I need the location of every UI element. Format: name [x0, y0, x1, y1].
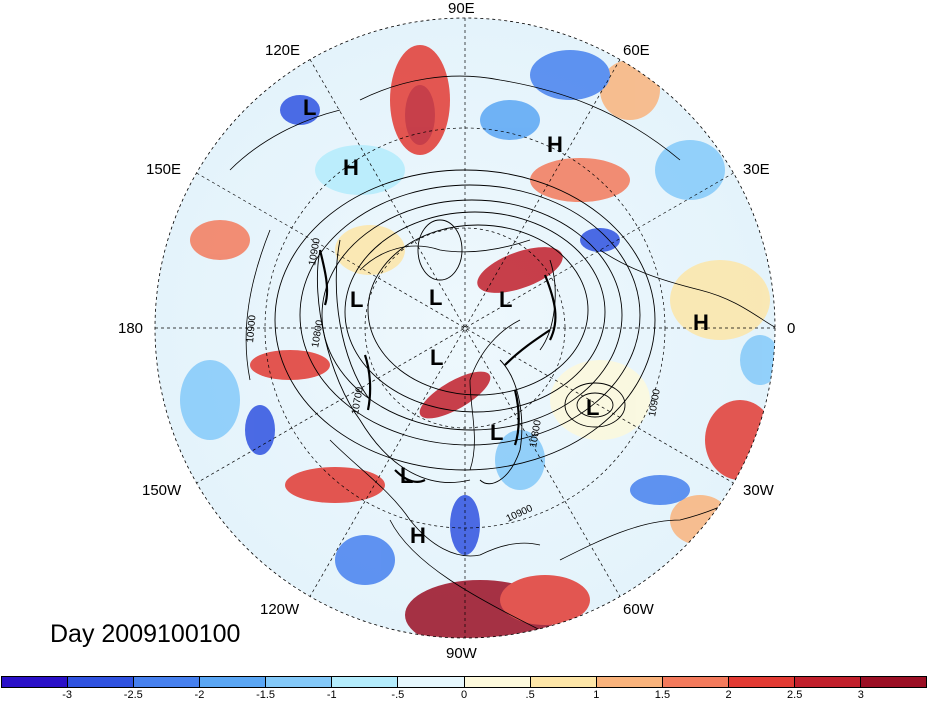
colorbar-tick-label: 3	[857, 689, 864, 701]
colorbar-tick-label: -2	[194, 689, 205, 701]
high-center: H	[547, 132, 563, 157]
longitude-label-90w: 90W	[446, 645, 477, 662]
colorbar-tick-label: 0	[460, 689, 468, 701]
anomaly-field	[155, 18, 775, 638]
colorbar-tick-label: -3	[62, 689, 73, 701]
high-center: H	[343, 155, 359, 180]
high-center: H	[693, 310, 709, 335]
pressure-centers: H H H H L L L L L L L L	[303, 95, 709, 548]
colorbar-tick-label: 2	[725, 689, 732, 701]
colorbar-tick-label: -2.5	[123, 689, 143, 701]
low-center: L	[400, 463, 413, 488]
longitude-label-120w: 120W	[260, 601, 300, 618]
colorbar-swatch	[662, 677, 729, 687]
colorbar-ticks: -3 -2.5 -2 -1.5 -1 -.5 0 .5 1 1.5 2 2.5 3	[0, 689, 928, 703]
colorbar-tick-label: 1.5	[654, 689, 671, 701]
colorbar-swatch	[398, 677, 465, 687]
low-center: L	[350, 287, 363, 312]
colorbar-tick-label: -1.5	[256, 689, 276, 701]
colorbar-tick-label: 1	[593, 689, 600, 701]
contour-label: 10700	[350, 386, 366, 416]
longitude-label-150e: 150E	[146, 161, 182, 178]
longitude-label-60e: 60E	[623, 42, 650, 59]
longitude-label-30w: 30W	[743, 482, 774, 499]
colorbar-swatch	[530, 677, 597, 687]
colorbar-swatch	[68, 677, 135, 687]
colorbar-tick-label: .5	[525, 689, 535, 701]
low-center: L	[490, 420, 503, 445]
longitude-label-90e: 90E	[448, 0, 475, 17]
height-contours	[274, 169, 656, 485]
polar-map: H H H H L L L L L L L L 10900 10800 1090…	[154, 17, 776, 639]
colorbar-swatch	[596, 677, 663, 687]
colorbar-swatch	[200, 677, 267, 687]
longitude-label-180: 180	[118, 320, 144, 337]
longitude-label-0: 0	[787, 320, 796, 337]
low-center: L	[586, 395, 599, 420]
colorbar-swatch	[794, 677, 862, 687]
colorbar-swatch	[332, 677, 399, 687]
map-boundary	[154, 17, 776, 639]
colorbar-swatch	[728, 677, 795, 687]
colorbar-tick-label: -1	[326, 689, 337, 701]
longitude-label-120e: 120E	[265, 42, 301, 59]
coastlines	[229, 75, 775, 638]
low-center: L	[303, 95, 316, 120]
colorbar-swatch	[464, 677, 531, 687]
low-center: L	[430, 345, 443, 370]
contour-label: 10900	[647, 388, 663, 418]
low-center: L	[429, 285, 442, 310]
colorbar-swatch	[861, 677, 927, 687]
bold-contours	[318, 249, 557, 484]
colorbar	[1, 676, 927, 688]
colorbar-swatch	[134, 677, 201, 687]
map-title: Day 2009100100	[50, 620, 241, 648]
contour-label: 10900	[307, 237, 323, 267]
contour-labels: 10900 10800 10900 10700 10800 10900 1090…	[245, 237, 663, 525]
colorbar-tick-label: -.5	[391, 689, 405, 701]
graticule	[155, 18, 775, 638]
high-center: H	[410, 523, 426, 548]
contour-label: 10900	[245, 314, 258, 343]
contour-label: 10800	[310, 319, 326, 349]
longitude-label-60w: 60W	[623, 601, 654, 618]
contour-label: 10800	[528, 419, 544, 449]
longitude-label-150w: 150W	[142, 482, 182, 499]
colorbar-tick-label: 2.5	[787, 689, 803, 701]
colorbar-swatch	[266, 677, 333, 687]
low-center: L	[499, 287, 512, 312]
longitude-label-30e: 30E	[743, 161, 770, 178]
colorbar-swatch	[2, 677, 69, 687]
